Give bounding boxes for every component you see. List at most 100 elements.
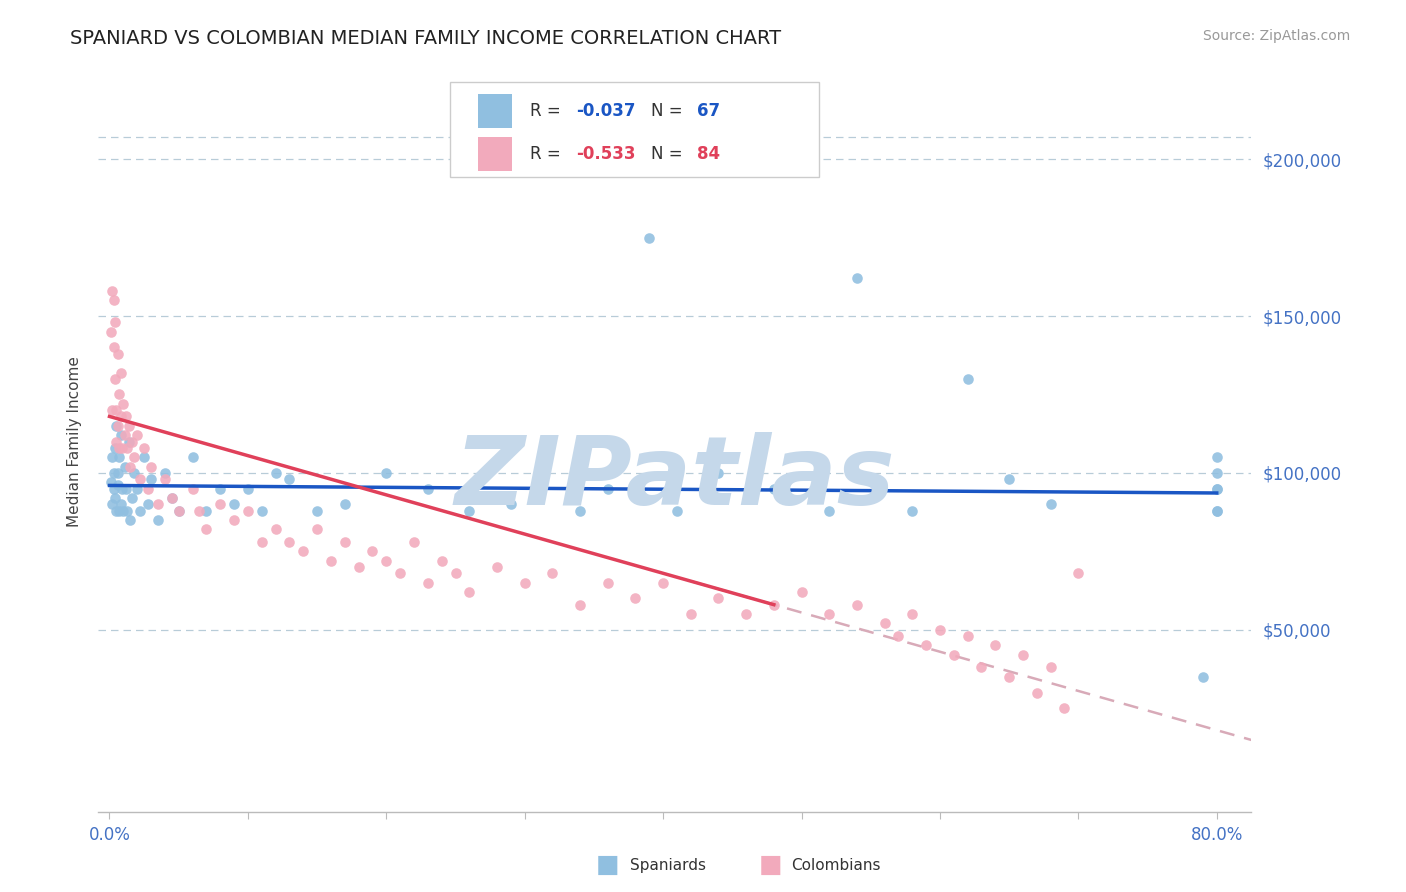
Point — [132, 450, 155, 465]
Point — [139, 459, 162, 474]
Point — [818, 503, 841, 517]
Text: ■: ■ — [596, 854, 619, 877]
Text: Colombians: Colombians — [792, 858, 882, 872]
Point — [845, 271, 868, 285]
Point — [278, 472, 301, 486]
Text: -0.533: -0.533 — [575, 145, 636, 163]
Point — [181, 482, 204, 496]
Point — [222, 513, 245, 527]
Point — [105, 418, 128, 433]
Point — [347, 560, 370, 574]
Point — [117, 441, 139, 455]
FancyBboxPatch shape — [478, 137, 512, 171]
Point — [146, 513, 169, 527]
Point — [101, 284, 124, 298]
Point — [209, 482, 232, 496]
Point — [624, 591, 647, 606]
Point — [127, 482, 149, 496]
Point — [132, 441, 155, 455]
Point — [486, 560, 509, 574]
Point — [513, 575, 536, 590]
Point — [970, 660, 993, 674]
Point — [596, 482, 619, 496]
Point — [101, 497, 124, 511]
Point — [762, 598, 785, 612]
Point — [121, 491, 143, 505]
Point — [569, 598, 592, 612]
Point — [124, 450, 146, 465]
Point — [319, 554, 342, 568]
Point — [107, 418, 129, 433]
Point — [118, 418, 141, 433]
Point — [430, 554, 453, 568]
Point — [115, 482, 138, 496]
Point — [114, 428, 136, 442]
Point — [209, 497, 232, 511]
Point — [402, 535, 425, 549]
Point — [139, 472, 162, 486]
Point — [103, 340, 125, 354]
Point — [105, 403, 128, 417]
Text: N =: N = — [651, 145, 688, 163]
Point — [375, 554, 398, 568]
Text: ZIPatlas: ZIPatlas — [454, 432, 896, 525]
Point — [108, 503, 131, 517]
Point — [250, 535, 273, 549]
Text: R =: R = — [530, 102, 565, 120]
Point — [110, 409, 132, 424]
Point — [115, 409, 138, 424]
Point — [167, 503, 190, 517]
Point — [118, 434, 141, 449]
Point — [1012, 648, 1035, 662]
Point — [222, 497, 245, 511]
Text: -0.037: -0.037 — [575, 102, 636, 120]
Text: ■: ■ — [759, 854, 782, 877]
Point — [136, 497, 159, 511]
Point — [110, 428, 132, 442]
Point — [195, 503, 218, 517]
Point — [665, 503, 688, 517]
Point — [108, 450, 131, 465]
Point — [956, 629, 979, 643]
Point — [652, 575, 675, 590]
Point — [707, 466, 730, 480]
Point — [790, 585, 813, 599]
Point — [292, 544, 315, 558]
Point — [915, 639, 938, 653]
Point — [278, 535, 301, 549]
Point — [111, 441, 134, 455]
Point — [129, 503, 152, 517]
Point — [416, 575, 439, 590]
Point — [136, 482, 159, 496]
FancyBboxPatch shape — [478, 94, 512, 128]
Point — [101, 403, 124, 417]
FancyBboxPatch shape — [450, 82, 820, 178]
Point — [104, 372, 127, 386]
Point — [104, 441, 127, 455]
Text: 84: 84 — [697, 145, 720, 163]
Point — [307, 522, 329, 536]
Point — [146, 497, 169, 511]
Point — [107, 347, 129, 361]
Point — [942, 648, 965, 662]
Point — [153, 472, 176, 486]
Point — [1025, 685, 1047, 699]
Point — [111, 482, 134, 496]
Point — [1205, 503, 1227, 517]
Point — [105, 503, 128, 517]
Point — [444, 566, 467, 581]
Point — [887, 629, 910, 643]
Point — [596, 575, 619, 590]
Point — [110, 366, 132, 380]
Point — [984, 639, 1007, 653]
Point — [112, 503, 135, 517]
Point — [527, 466, 550, 480]
Point — [1067, 566, 1090, 581]
Text: Source: ZipAtlas.com: Source: ZipAtlas.com — [1202, 29, 1350, 44]
Y-axis label: Median Family Income: Median Family Income — [66, 356, 82, 527]
Point — [100, 325, 122, 339]
Point — [735, 607, 758, 621]
Point — [181, 450, 204, 465]
Point — [104, 491, 127, 505]
Point — [541, 566, 564, 581]
